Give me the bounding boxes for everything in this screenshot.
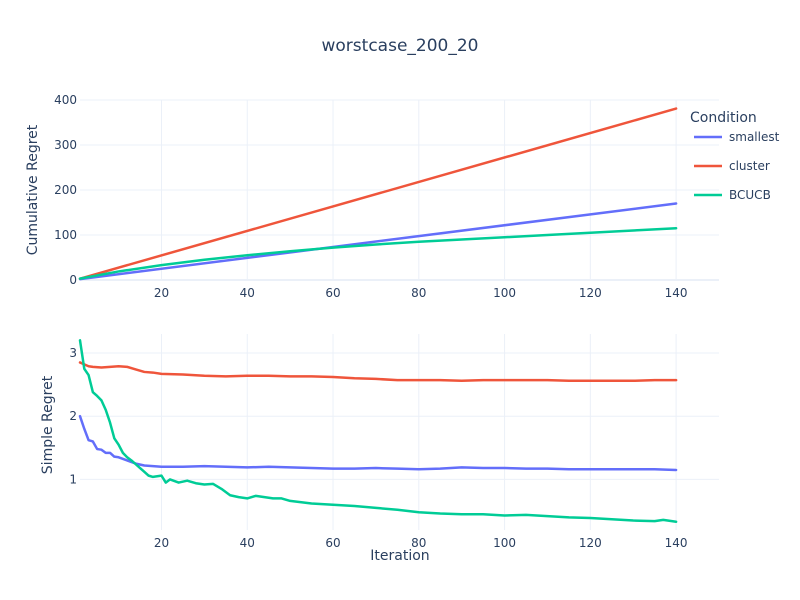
legend-items[interactable]: smallest cluster BCUCB: [694, 130, 780, 202]
legend-label: cluster: [729, 159, 770, 173]
cumulative-line-smallest[interactable]: [78, 202, 678, 281]
simple-y-ticks: 1 2 3: [69, 346, 77, 486]
simple-x-tick-label: 40: [240, 536, 255, 550]
cumulative-x-tick-label: 60: [325, 286, 340, 300]
cumulative-x-tick-label: 100: [493, 286, 516, 300]
cumulative-line-cluster[interactable]: [78, 107, 678, 280]
cumulative-y-tick-label: 300: [54, 138, 77, 152]
legend-label: smallest: [729, 130, 780, 144]
cumulative-y-axis-title: Cumulative Regret: [25, 124, 41, 255]
simple-y-tick-label: 1: [69, 472, 77, 486]
cumulative-x-tick-label: 40: [240, 286, 255, 300]
simple-x-tick-label: 140: [665, 536, 688, 550]
legend-item-cluster[interactable]: cluster: [694, 159, 770, 173]
cumulative-x-tick-label: 120: [579, 286, 602, 300]
cumulative-x-tick-label: 20: [154, 286, 169, 300]
cumulative-y-tick-label: 100: [54, 228, 77, 242]
cumulative-x-tick-label: 80: [411, 286, 426, 300]
cumulative-series: [78, 107, 678, 281]
simple-x-tick-label: 60: [325, 536, 340, 550]
simple-gridlines: [80, 334, 719, 530]
legend[interactable]: Condition smallest cluster BCUCB: [690, 110, 780, 202]
cumulative-gridlines: [80, 99, 719, 281]
legend-item-smallest[interactable]: smallest: [694, 130, 780, 144]
legend-title: Condition: [690, 110, 757, 126]
cumulative-line-bcucb[interactable]: [78, 227, 678, 280]
simple-x-tick-label: 20: [154, 536, 169, 550]
chart-title: worstcase_200_20: [322, 36, 479, 56]
simple-y-tick-label: 2: [69, 409, 77, 423]
simple-line-cluster[interactable]: [78, 361, 678, 383]
simple-x-tick-label: 80: [411, 536, 426, 550]
simple-series: [78, 339, 678, 524]
cumulative-y-tick-label: 0: [69, 273, 77, 287]
simple-y-tick-label: 3: [69, 346, 77, 360]
simple-x-tick-label: 120: [579, 536, 602, 550]
simple-y-axis-title: Simple Regret: [40, 375, 56, 474]
simple-line-bcucb[interactable]: [78, 339, 678, 524]
simple-x-ticks: 20 40 60 80 100 120 140: [154, 536, 688, 550]
cumulative-y-tick-label: 200: [54, 183, 77, 197]
cumulative-y-tick-label: 400: [54, 93, 77, 107]
cumulative-x-ticks: 20 40 60 80 100 120 140: [154, 286, 688, 300]
x-axis-title: Iteration: [370, 548, 429, 564]
simple-line-smallest[interactable]: [78, 414, 678, 472]
cumulative-y-ticks: 0 100 200 300 400: [54, 93, 77, 287]
cumulative-x-tick-label: 140: [665, 286, 688, 300]
legend-item-bcucb[interactable]: BCUCB: [694, 188, 771, 202]
simple-x-tick-label: 100: [493, 536, 516, 550]
legend-label: BCUCB: [729, 188, 771, 202]
